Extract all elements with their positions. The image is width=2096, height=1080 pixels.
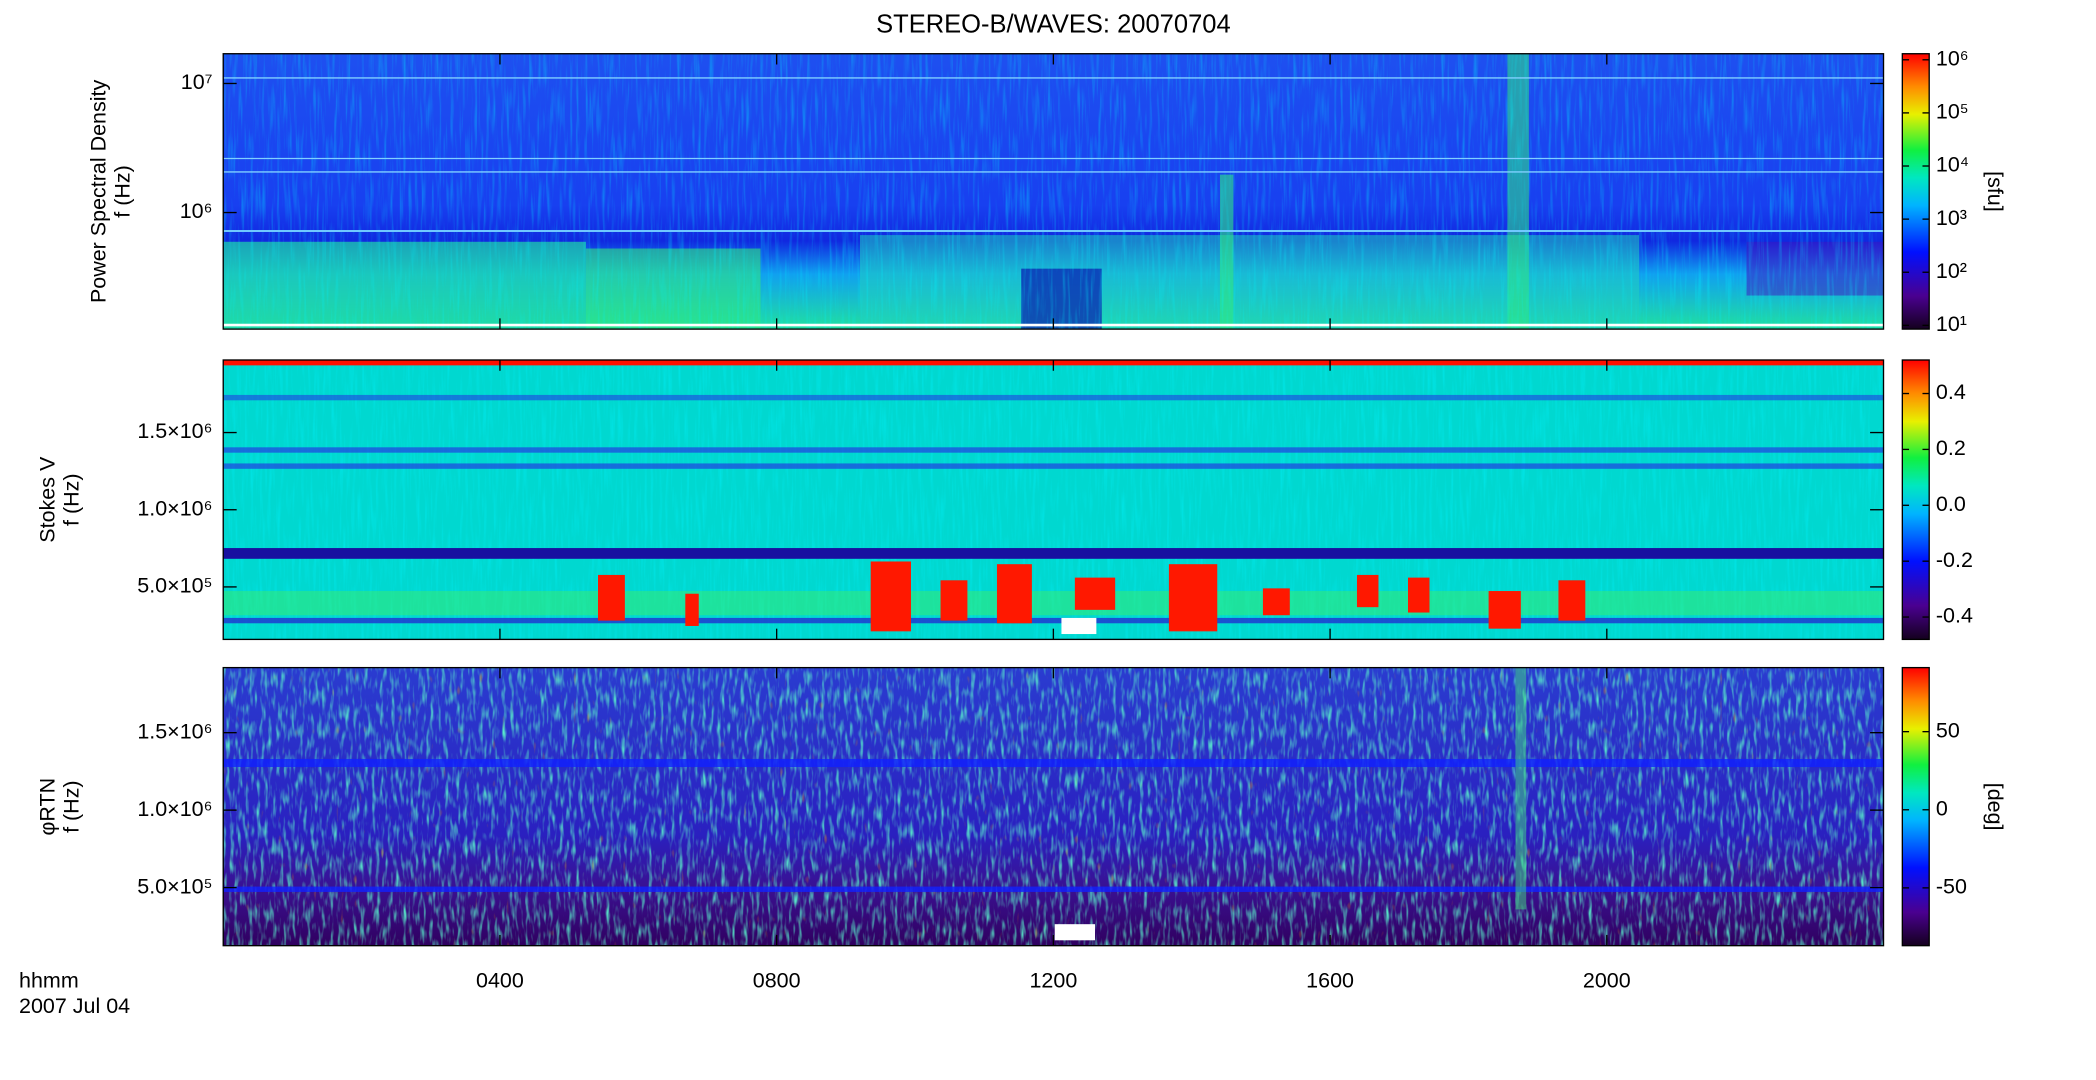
y-tick-label: 5.0×10⁵ — [137, 574, 212, 598]
colorbar-label: [sfu] — [1983, 171, 2007, 212]
colorbar-label: [deg] — [1983, 783, 2007, 831]
y-axis-label: f (Hz) — [59, 473, 83, 526]
colorbar-tick-label: 10⁶ — [1936, 46, 1969, 70]
colorbar-tick-label: 0 — [1936, 796, 1948, 820]
x-tick-label: 0400 — [476, 969, 524, 993]
colorbar-tick-label: 0.2 — [1936, 436, 1966, 460]
x-tick-label: 1200 — [1029, 969, 1077, 993]
colorbar-tick-label: 10¹ — [1936, 312, 1967, 336]
y-tick-label: 1.5×10⁶ — [137, 719, 212, 743]
colorbar-tick-label: 10⁵ — [1936, 100, 1969, 124]
y-tick-label: 1.0×10⁶ — [137, 496, 212, 520]
colorbar-tick-label: 10² — [1936, 259, 1967, 283]
y-axis-label: Power Spectral Density — [86, 80, 110, 304]
y-axis-label: f (Hz) — [59, 780, 83, 833]
y-axis-label: φRTN — [35, 778, 59, 836]
spectrogram-image — [223, 53, 1884, 330]
chart-title: STEREO-B/WAVES: 20070704 — [876, 10, 1231, 38]
y-tick-label: 1.5×10⁶ — [137, 419, 212, 443]
x-tick-label: 1600 — [1306, 969, 1354, 993]
colorbar-tick-label: 0.4 — [1936, 380, 1966, 404]
x-axis-label: hhmm — [19, 969, 79, 993]
colorbar-tick-label: 50 — [1936, 718, 1960, 742]
colorbar-tick-label: 0.0 — [1936, 492, 1966, 516]
y-tick-label: 10⁷ — [181, 70, 213, 94]
spectrogram-image — [223, 667, 1884, 946]
colorbar-tick-label: -0.4 — [1936, 604, 1973, 628]
x-tick-label: 2000 — [1583, 969, 1631, 993]
y-tick-label: 5.0×10⁵ — [137, 874, 212, 898]
colorbar-tick-label: -50 — [1936, 875, 1967, 899]
date-label: 2007 Jul 04 — [19, 994, 130, 1018]
y-axis-label: f (Hz) — [110, 165, 134, 218]
y-tick-label: 1.0×10⁶ — [137, 797, 212, 821]
x-tick-label: 0800 — [753, 969, 801, 993]
colorbar-tick-label: 10³ — [1936, 206, 1967, 230]
colorbar-tick-label: -0.2 — [1936, 548, 1973, 572]
colorbar — [1901, 359, 1930, 641]
colorbar — [1901, 53, 1930, 330]
colorbar-tick-label: 10⁴ — [1936, 153, 1969, 177]
y-tick-label: 10⁶ — [180, 199, 213, 223]
spectrogram-image — [223, 360, 1884, 640]
colorbar — [1901, 666, 1930, 947]
y-axis-label: Stokes V — [35, 456, 59, 543]
